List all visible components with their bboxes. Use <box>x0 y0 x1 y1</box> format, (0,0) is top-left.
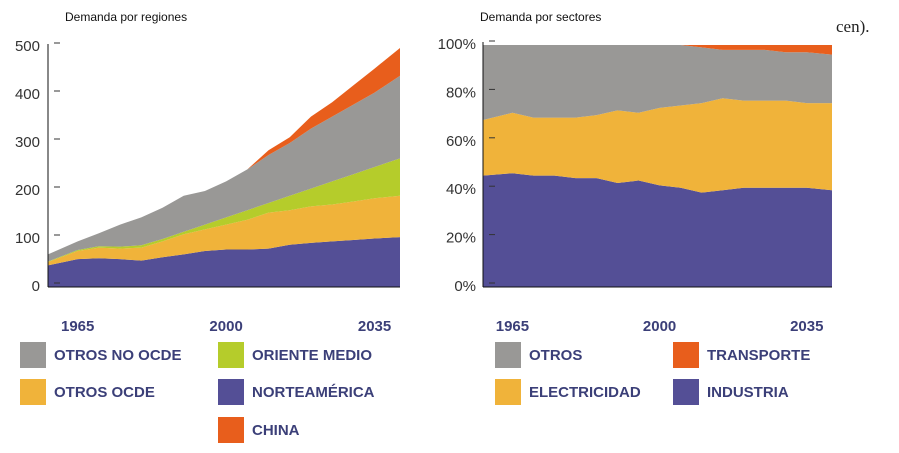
chart-title: Demanda por sectores <box>480 10 601 24</box>
legend-label: ORIENTE MEDIO <box>252 347 372 364</box>
area <box>483 45 832 121</box>
legend-label: OTROS NO OCDE <box>54 347 182 364</box>
y-tick-label: 300 <box>15 134 40 151</box>
legend-swatch <box>20 379 46 405</box>
x-tick-label: 2035 <box>790 318 823 335</box>
y-tick-label: 0% <box>454 278 476 295</box>
chart-title: Demanda por regiones <box>65 10 187 24</box>
y-tick-label: 500 <box>15 38 40 55</box>
y-tick-label: 400 <box>15 86 40 103</box>
x-tick-label: 1965 <box>496 318 529 335</box>
area <box>483 173 832 287</box>
annotation: cen). <box>836 17 870 36</box>
legend-swatch <box>218 342 244 368</box>
legend-swatch <box>218 379 244 405</box>
area <box>483 45 832 55</box>
legend-label: OTROS <box>529 347 582 364</box>
legend-swatch <box>218 417 244 443</box>
legend-label: OTROS OCDE <box>54 384 155 401</box>
legend-label: ELECTRICIDAD <box>529 384 641 401</box>
y-tick-label: 100% <box>438 36 476 53</box>
area <box>48 75 400 262</box>
y-tick-label: 80% <box>446 84 476 101</box>
y-tick-label: 0 <box>32 278 40 295</box>
y-tick-label: 40% <box>446 181 476 198</box>
legend-label: CHINA <box>252 422 300 439</box>
legend-label: INDUSTRIA <box>707 384 789 401</box>
y-tick-label: 20% <box>446 230 476 247</box>
area <box>48 237 400 287</box>
legend-swatch <box>673 379 699 405</box>
x-tick-label: 2035 <box>358 318 391 335</box>
area <box>48 195 400 266</box>
y-tick-label: 200 <box>15 182 40 199</box>
y-tick-label: 100 <box>15 230 40 247</box>
legend-swatch <box>495 342 521 368</box>
legend-swatch <box>20 342 46 368</box>
legend-swatch <box>673 342 699 368</box>
legend-swatch <box>495 379 521 405</box>
x-tick-label: 1965 <box>61 318 94 335</box>
area <box>483 98 832 193</box>
x-tick-label: 2000 <box>209 318 242 335</box>
y-tick-label: 60% <box>446 133 476 150</box>
legend-label: NORTEAMÉRICA <box>252 384 375 401</box>
x-tick-label: 2000 <box>643 318 676 335</box>
legend-label: TRANSPORTE <box>707 347 810 364</box>
